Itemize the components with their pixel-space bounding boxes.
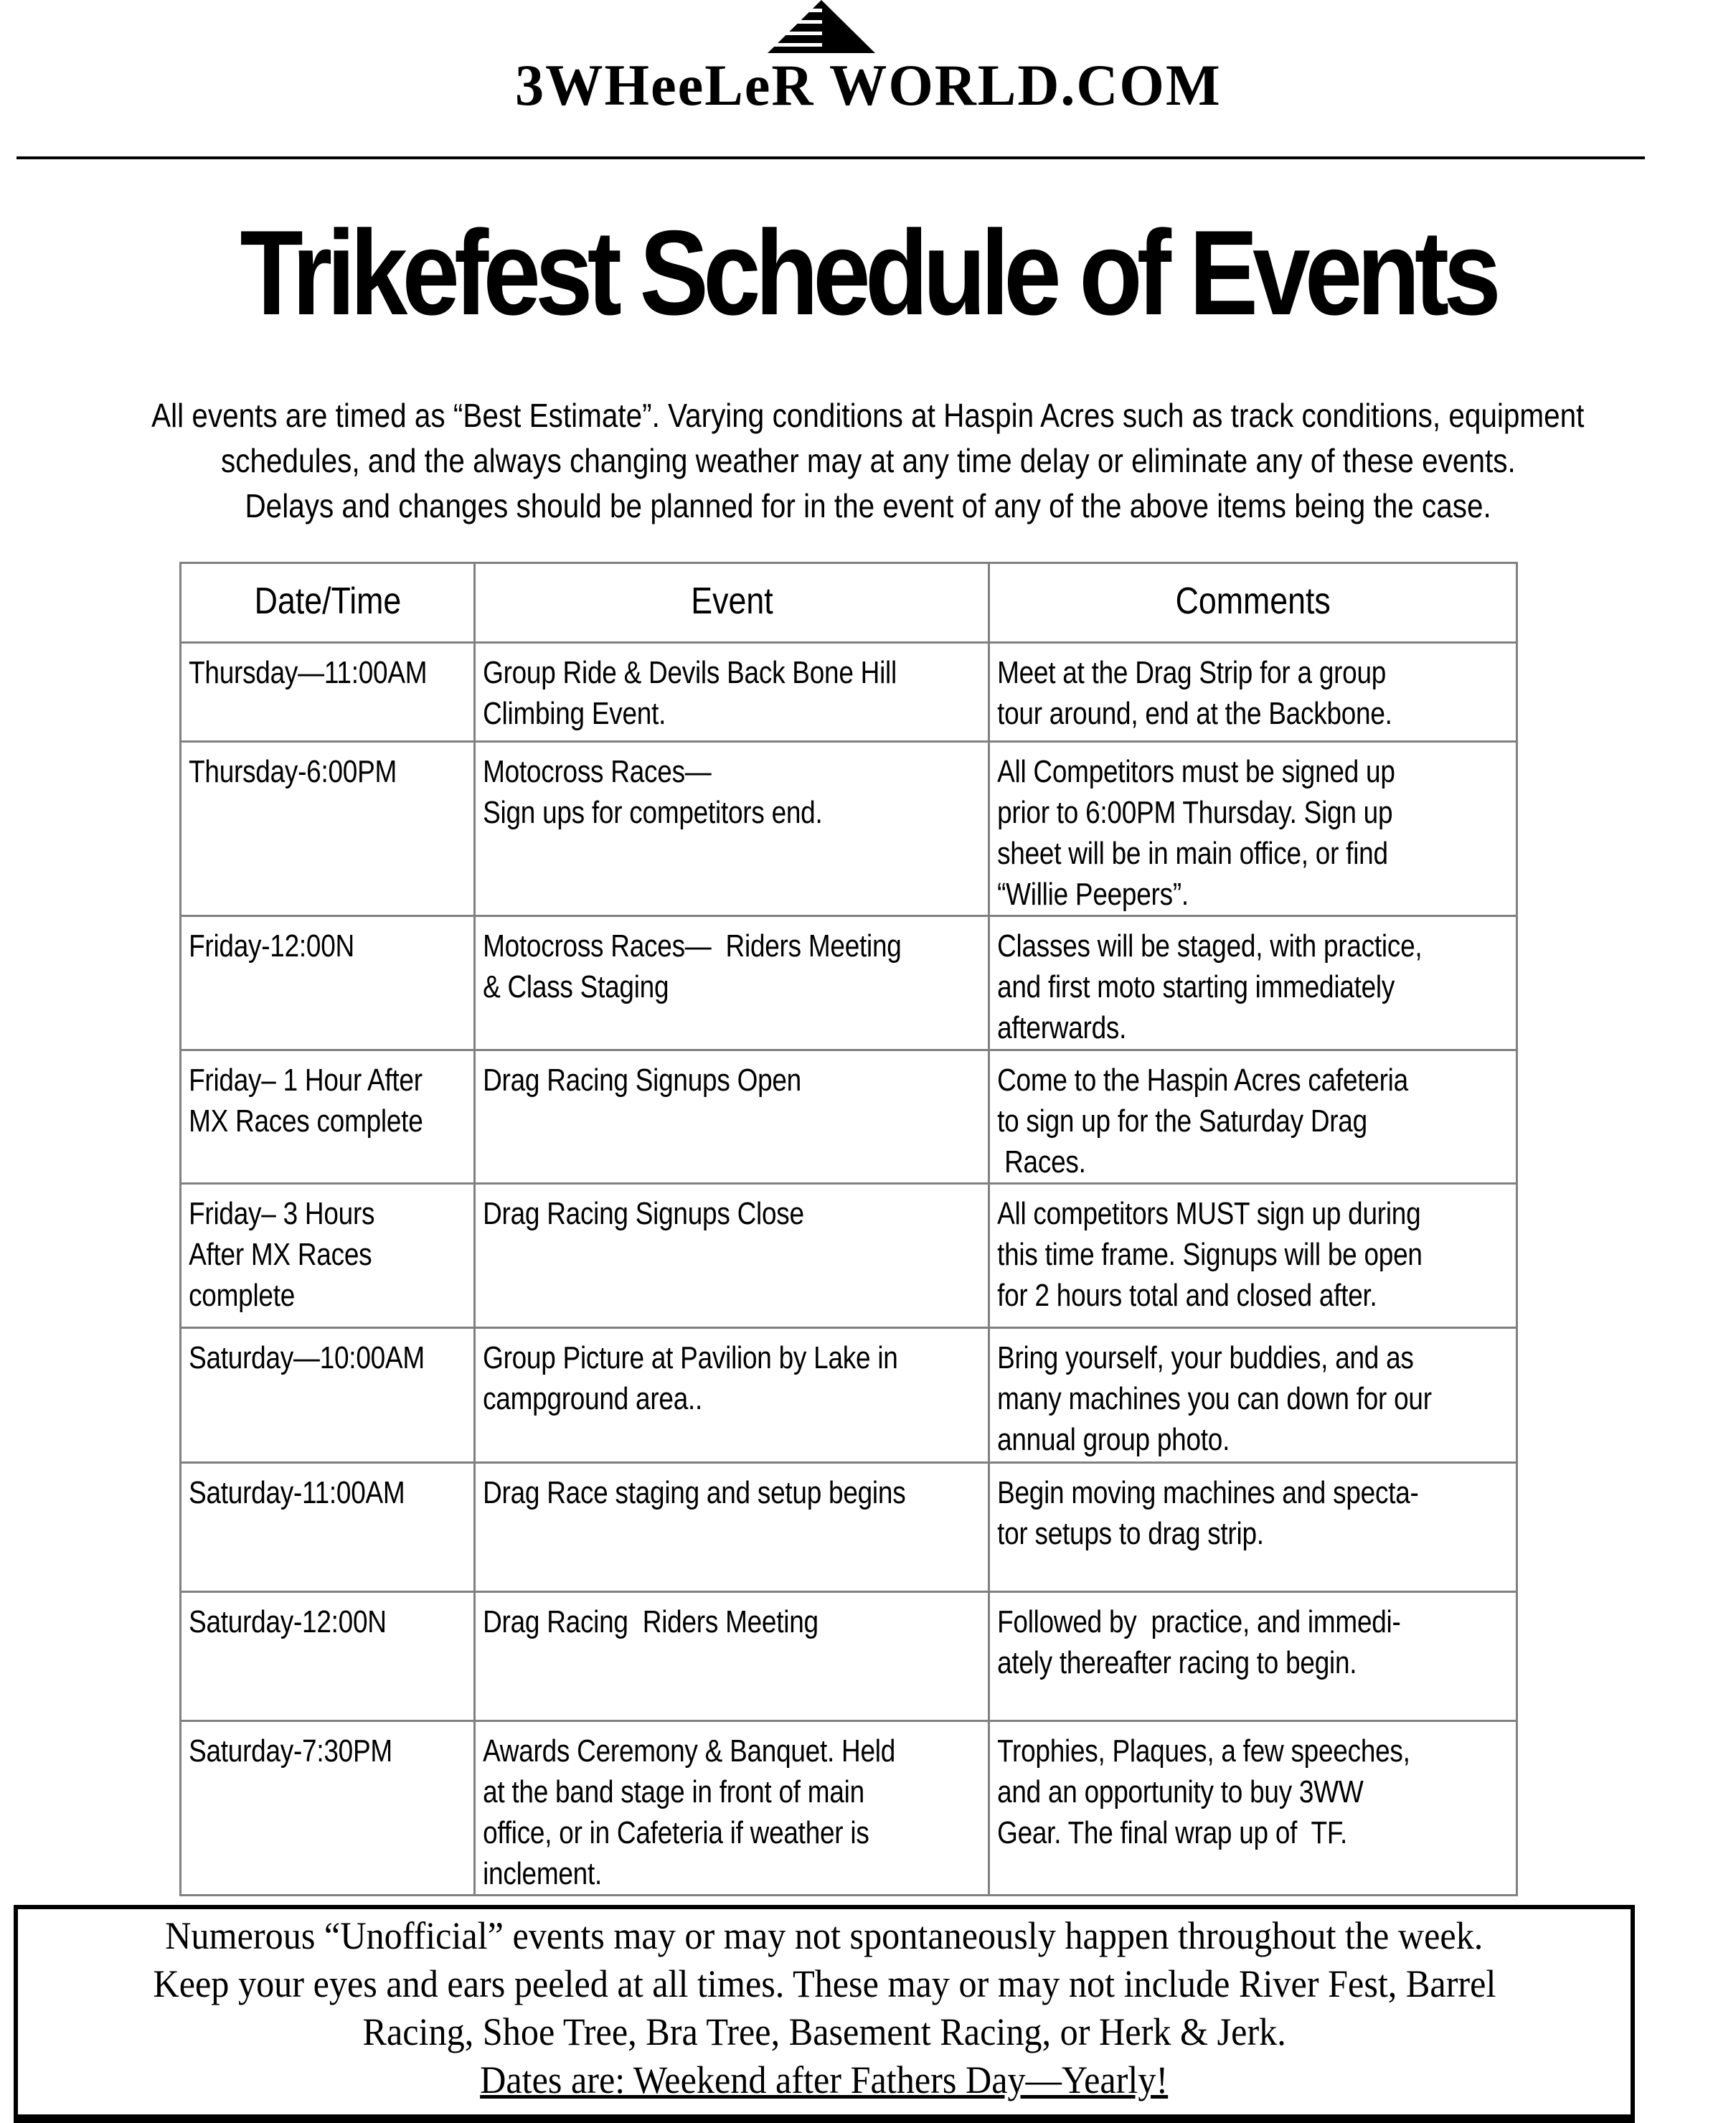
event-cell-text: Drag Race staging and setup begins	[483, 1475, 907, 1510]
event-cell-text: Motocross Races— Sign ups for competitor…	[483, 754, 824, 830]
date-time-cell: Thursday—11:00AM	[179, 641, 476, 743]
header-event: Event	[473, 562, 991, 644]
date-time-cell-text: Thursday-6:00PM	[189, 754, 397, 789]
comments-cell-text: Followed by practice, and immedi- ately …	[997, 1604, 1401, 1680]
comments-cell-text: Meet at the Drag Strip for a group tour …	[997, 655, 1392, 731]
table-row: Saturday-7:30PM Awards Ceremony & Banquet…	[179, 1720, 1519, 1896]
date-time-cell-text: Saturday-12:00N	[189, 1604, 387, 1639]
header-divider	[16, 156, 1645, 159]
comments-cell: Bring yourself, your buddies, and as man…	[988, 1327, 1519, 1464]
table-row: Saturday-12:00N Drag Racing Riders Meetin…	[179, 1591, 1519, 1722]
comments-cell-text: All Competitors must be signed up prior …	[997, 754, 1395, 912]
date-time-cell: Friday-12:00N	[179, 915, 476, 1051]
date-time-cell-text: Friday– 3 Hours After MX Races complete	[189, 1196, 375, 1313]
comments-cell-text: Trophies, Plaques, a few speeches, and a…	[997, 1733, 1410, 1850]
page-title: Trikefest Schedule of Events	[240, 205, 1501, 340]
event-cell-text: Motocross Races— Riders Meeting & Class …	[483, 928, 902, 1004]
notice-line: Racing, Shoe Tree, Bra Tree, Basement Ra…	[362, 2010, 1286, 2053]
header-comments: Comments	[988, 562, 1519, 644]
date-time-cell-text: Saturday-7:30PM	[189, 1733, 392, 1769]
date-time-cell: Saturday-7:30PM	[179, 1720, 476, 1896]
comments-cell: All Competitors must be signed up prior …	[988, 740, 1519, 917]
comments-cell-text: Begin moving machines and specta- tor se…	[997, 1475, 1419, 1551]
schedule-table: Date/Time Event Comments Thursday—11:00A…	[179, 562, 1519, 1896]
dates-line: Dates are: Weekend after Fathers Day—Yea…	[480, 2058, 1169, 2101]
intro-line: All events are timed as “Best Estimate”.…	[151, 397, 1585, 434]
event-cell: Group Picture at Pavilion by Lake in cam…	[473, 1327, 991, 1464]
comments-cell: Trophies, Plaques, a few speeches, and a…	[988, 1720, 1519, 1896]
table-row: Saturday-11:00AM Drag Race staging and se…	[179, 1461, 1519, 1593]
event-cell: Motocross Races— Sign ups for competitor…	[473, 740, 991, 917]
table-row: Friday– 3 Hours After MX Races complete D…	[179, 1182, 1519, 1329]
date-time-cell-text: Friday-12:00N	[189, 928, 354, 964]
intro-line: Delays and changes should be planned for…	[245, 487, 1491, 524]
comments-cell-text: Classes will be staged, with practice, a…	[997, 928, 1423, 1045]
table-row: Friday– 1 Hour After MX Races complete Dr…	[179, 1049, 1519, 1185]
date-time-cell-text: Saturday-11:00AM	[189, 1475, 405, 1510]
date-time-cell: Friday– 1 Hour After MX Races complete	[179, 1049, 476, 1185]
table-row: Saturday—10:00AM Group Picture at Pavilio…	[179, 1327, 1519, 1464]
event-cell-text: Drag Racing Signups Open	[483, 1063, 802, 1098]
intro-line: schedules, and the always changing weath…	[220, 442, 1516, 479]
unofficial-events-notice: Numerous “Unofficial” events may or may …	[14, 1905, 1635, 2123]
date-time-cell: Saturday—10:00AM	[179, 1327, 476, 1464]
stepped-triangle-logo-icon	[760, 0, 875, 53]
comments-cell: Classes will be staged, with practice, a…	[988, 915, 1519, 1051]
event-cell: Drag Race staging and setup begins	[473, 1461, 991, 1593]
table-row: Friday-12:00N Motocross Races— Riders Mee…	[179, 915, 1519, 1051]
comments-cell: Begin moving machines and specta- tor se…	[988, 1461, 1519, 1593]
event-cell-text: Drag Racing Riders Meeting	[483, 1604, 819, 1639]
date-time-cell: Saturday-12:00N	[179, 1591, 476, 1722]
event-cell: Group Ride & Devils Back Bone Hill Climb…	[473, 641, 991, 743]
date-time-cell-text: Friday– 1 Hour After MX Races complete	[189, 1063, 423, 1139]
event-cell: Drag Racing Riders Meeting	[473, 1591, 991, 1722]
table-row: Thursday—11:00AM Group Ride & Devils Back…	[179, 641, 1519, 743]
event-cell-text: Group Picture at Pavilion by Lake in cam…	[483, 1340, 899, 1416]
date-time-cell: Saturday-11:00AM	[179, 1461, 476, 1593]
comments-cell-text: Come to the Haspin Acres cafeteria to si…	[997, 1063, 1408, 1180]
comments-cell: Followed by practice, and immedi- ately …	[988, 1591, 1519, 1722]
intro-paragraph: All events are timed as “Best Estimate”.…	[0, 393, 1736, 529]
date-time-cell: Thursday-6:00PM	[179, 740, 476, 917]
comments-cell-text: All competitors MUST sign up during this…	[997, 1196, 1423, 1313]
date-time-cell: Friday– 3 Hours After MX Races complete	[179, 1182, 476, 1329]
event-cell: Motocross Races— Riders Meeting & Class …	[473, 915, 991, 1051]
comments-cell-text: Bring yourself, your buddies, and as man…	[997, 1340, 1432, 1457]
event-cell-text: Drag Racing Signups Close	[483, 1196, 805, 1231]
comments-cell: Meet at the Drag Strip for a group tour …	[988, 641, 1519, 743]
comments-cell: All competitors MUST sign up during this…	[988, 1182, 1519, 1329]
event-cell-text: Group Ride & Devils Back Bone Hill Climb…	[483, 655, 897, 731]
event-cell: Drag Racing Signups Close	[473, 1182, 991, 1329]
notice-line: Keep your eyes and ears peeled at all ti…	[153, 1962, 1496, 2005]
table-header-row: Date/Time Event Comments	[179, 562, 1519, 644]
comments-cell: Come to the Haspin Acres cafeteria to si…	[988, 1049, 1519, 1185]
event-cell-text: Awards Ceremony & Banquet. Held at the b…	[483, 1733, 896, 1891]
header-date-time: Date/Time	[179, 562, 476, 644]
event-cell: Drag Racing Signups Open	[473, 1049, 991, 1185]
date-time-cell-text: Thursday—11:00AM	[189, 655, 428, 690]
event-cell: Awards Ceremony & Banquet. Held at the b…	[473, 1720, 991, 1896]
table-row: Thursday-6:00PM Motocross Races— Sign ups…	[179, 740, 1519, 917]
date-time-cell-text: Saturday—10:00AM	[189, 1340, 425, 1375]
site-logo-text: 3WHeeLeR WORLD.COM	[514, 52, 1222, 118]
notice-line: Numerous “Unofficial” events may or may …	[165, 1914, 1483, 1957]
